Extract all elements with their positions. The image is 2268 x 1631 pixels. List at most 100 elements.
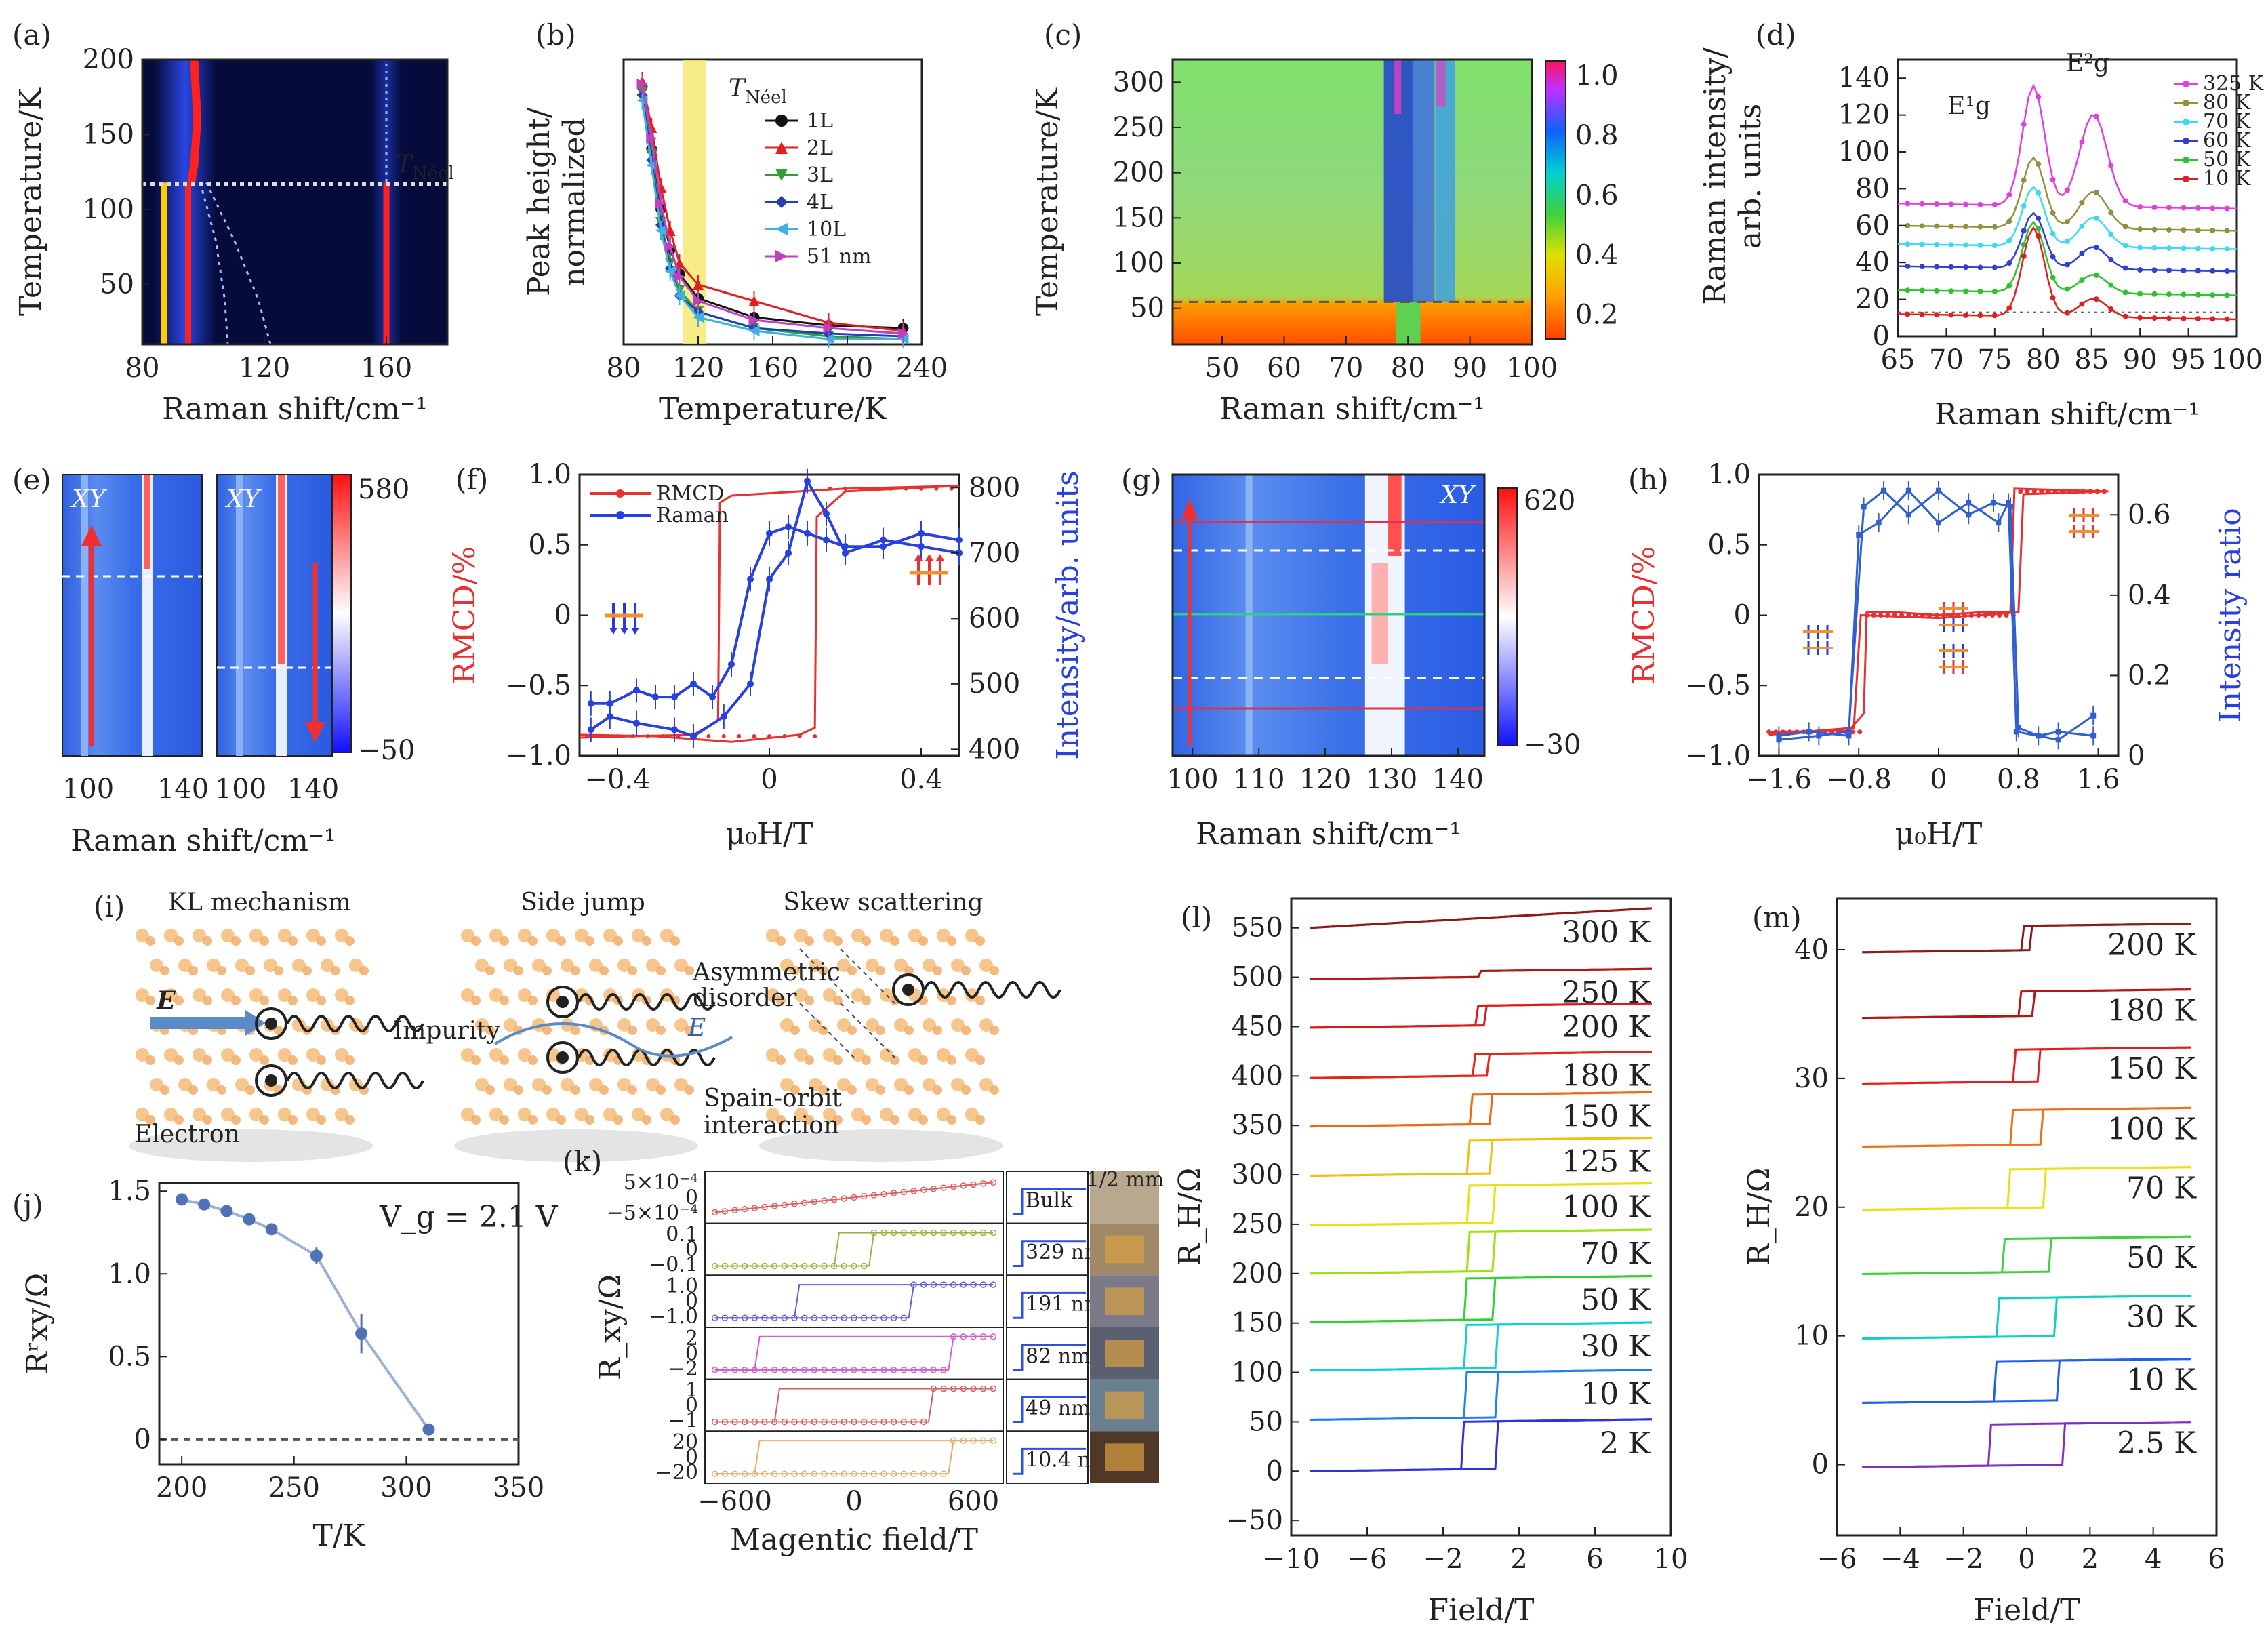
temperature-label: 300 K [1562,915,1651,950]
data-point [1983,613,1988,618]
lattice-atom [851,929,865,942]
lattice-atom [575,929,588,942]
x-tick-label: −2 [1423,1544,1463,1575]
data-point [940,1281,947,1288]
temperature-label: 100 K [1562,1190,1651,1224]
x-tick-label: −0.8 [1826,764,1892,795]
x-tick-label: 240 [896,353,948,384]
data-point [1934,312,1940,318]
data-point [920,1470,927,1477]
data-point [751,1314,758,1321]
temperature-label: 30 K [2126,1300,2197,1335]
electron-wave [286,1072,424,1089]
data-point [690,733,697,740]
colorbar [1545,60,1566,340]
data-point [930,1385,937,1392]
sweep-up-line [714,1335,994,1371]
x-tick-label: 160 [361,353,412,384]
lattice-atom [514,1085,523,1095]
y-tick-label: 300 [1232,1159,1283,1190]
data-point [751,1470,758,1477]
hysteresis-down-10 K [1310,1369,1652,1421]
lattice-atom [188,966,198,975]
data-point [1892,613,1897,618]
data-point [1864,613,1869,618]
data-point [693,296,704,306]
electron-core [556,1051,569,1064]
lattice-atom [851,1048,865,1062]
lattice-atom [660,1108,674,1121]
data-point [2079,250,2085,256]
lattice-atom [805,1115,814,1125]
lattice-atom [164,929,178,942]
data-point [860,1470,868,1477]
lattice-atom [461,929,474,942]
data-point [766,529,773,537]
y-axis-label: Temperature/K [1030,87,1065,316]
data-point [2090,733,2097,739]
lattice-atom [471,996,481,1005]
x-tick-label: 2 [1510,1544,1527,1575]
spin-arrowhead [914,554,923,561]
lattice-atom [345,936,355,946]
data-point [1919,311,1925,317]
data-point [2036,94,2042,100]
lattice-atom [160,966,169,975]
data-point [821,1470,828,1477]
panel-c: 50 60 70 80 90 100 50 100 150 200 250 300 Raman shif… [1030,58,1619,426]
lattice-atom [278,988,291,1002]
lattice-atom [965,1048,979,1062]
lattice-atom [528,1115,538,1125]
data-point [830,1367,838,1373]
x-tick-label: 0 [1930,764,1947,795]
legend-marker [775,223,788,235]
data-point [2181,245,2187,251]
data-point [741,1262,748,1270]
data-point [801,1470,808,1477]
temperature-label: 125 K [1562,1144,1651,1179]
lattice-atom [249,1048,263,1062]
data-point [747,576,754,583]
data-point [791,1314,798,1321]
x-tick-label: 350 [493,1472,544,1504]
soi-label-2: interaction [704,1112,839,1140]
lattice-atom [542,1085,552,1095]
lattice-atom [245,966,255,975]
lattice-atom [833,936,843,946]
data-point [2079,277,2085,283]
data-point [970,1181,977,1188]
data-point [751,1205,758,1211]
data-point [1766,729,1772,735]
data-point [918,529,925,537]
lattice-atom [642,936,651,946]
lattice-atom [306,1108,320,1121]
data-point [711,1418,718,1426]
y-axis-label: Intensity ratio [2213,508,2248,722]
data-point [890,1229,897,1236]
data-point [265,1223,278,1236]
lattice-atom [674,1078,688,1091]
temperature-label: 100 K [2107,1112,2197,1146]
lattice-atom [890,1055,899,1065]
lattice-atom [500,1055,509,1065]
panel-i-schematic: KL mechanism Side jump Skew scattering E Ele… [129,889,1061,1162]
lattice-atom [518,1108,531,1121]
lattice-atom [278,1108,291,1121]
x-tick-label: 120 [239,353,290,384]
lattice-atom [951,959,965,972]
lattice-atom [150,959,163,972]
data-point [1905,287,1911,294]
lattice-atom [231,936,241,946]
lattice-atom [965,1108,979,1121]
y-tick-label: −50 [1226,1505,1283,1536]
lattice-atom [146,996,155,1005]
polarization-label: XY [70,485,108,513]
electron-icon [546,1041,579,1074]
lattice-atom [961,1085,971,1095]
lattice-atom [908,1048,922,1062]
temperature-label: 200 K [2107,928,2197,963]
data-point [1977,224,1983,230]
series-line-4L [641,94,904,338]
lattice-atom [546,1108,560,1121]
